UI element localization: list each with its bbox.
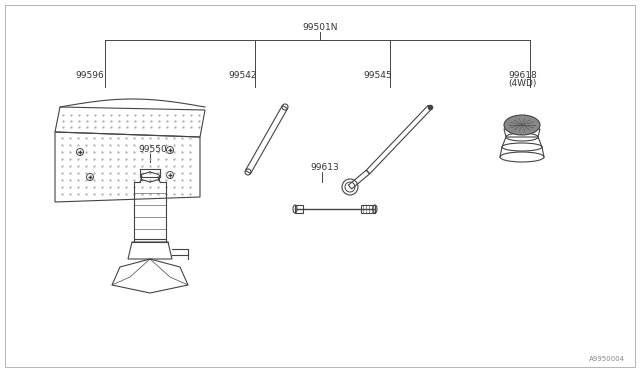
Text: 99550: 99550 <box>138 145 167 154</box>
Text: 99596: 99596 <box>75 71 104 80</box>
Text: A9950004: A9950004 <box>589 356 625 362</box>
Text: 99613: 99613 <box>310 163 339 172</box>
Text: 99542: 99542 <box>228 71 257 80</box>
Ellipse shape <box>502 143 542 151</box>
Text: 99501N: 99501N <box>302 23 338 32</box>
Ellipse shape <box>500 152 544 162</box>
Text: (4WD): (4WD) <box>508 79 536 88</box>
Text: 99618: 99618 <box>508 71 537 80</box>
Ellipse shape <box>506 133 538 141</box>
Ellipse shape <box>504 115 540 135</box>
Text: 99545: 99545 <box>363 71 392 80</box>
